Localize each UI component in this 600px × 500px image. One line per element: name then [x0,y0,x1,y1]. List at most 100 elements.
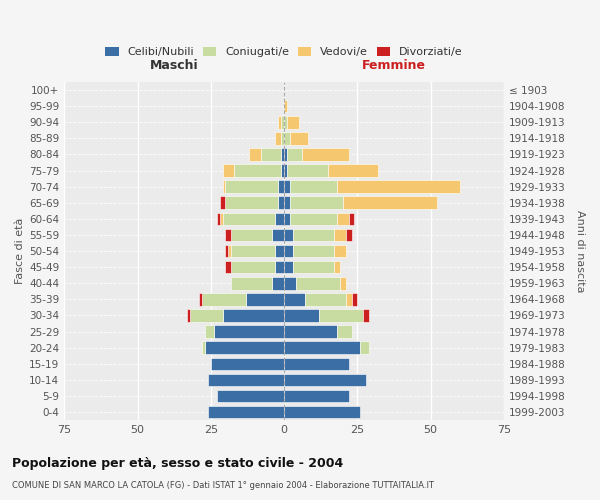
Bar [232,245,275,258]
Bar [290,212,337,225]
Bar [281,164,284,177]
Bar [223,212,275,225]
Bar [226,180,278,193]
Bar [220,196,226,209]
Bar [287,116,299,128]
Bar [284,293,305,306]
Bar [226,196,278,209]
Bar [343,196,437,209]
Bar [232,228,272,241]
Bar [211,358,284,370]
Bar [199,293,202,306]
Bar [287,164,328,177]
Y-axis label: Fasce di età: Fasce di età [15,218,25,284]
Bar [337,180,460,193]
Bar [284,228,293,241]
Bar [205,326,214,338]
Bar [284,100,287,112]
Bar [287,148,302,160]
Bar [217,390,284,402]
Bar [275,132,281,144]
Bar [284,390,349,402]
Bar [190,309,223,322]
Bar [278,196,284,209]
Bar [223,180,226,193]
Bar [290,180,337,193]
Bar [232,277,272,289]
Bar [208,406,284,418]
Bar [278,180,284,193]
Bar [337,212,349,225]
Text: Maschi: Maschi [150,60,199,72]
Bar [296,277,340,289]
Bar [272,277,284,289]
Bar [202,293,246,306]
Bar [284,277,296,289]
Bar [346,293,352,306]
Bar [293,228,334,241]
Bar [290,132,308,144]
Bar [290,196,343,209]
Bar [284,374,366,386]
Bar [284,261,293,274]
Bar [223,164,234,177]
Bar [284,132,290,144]
Bar [284,309,319,322]
Bar [302,148,349,160]
Bar [284,358,349,370]
Bar [205,342,284,354]
Bar [284,196,290,209]
Bar [275,245,284,258]
Bar [217,212,220,225]
Bar [229,245,232,258]
Bar [275,212,284,225]
Bar [284,406,361,418]
Y-axis label: Anni di nascita: Anni di nascita [575,210,585,292]
Bar [214,326,284,338]
Bar [284,326,337,338]
Bar [226,245,229,258]
Legend: Celibi/Nubili, Coniugati/e, Vedovi/e, Divorziati/e: Celibi/Nubili, Coniugati/e, Vedovi/e, Di… [102,44,466,60]
Bar [202,342,205,354]
Bar [363,309,369,322]
Bar [208,374,284,386]
Bar [284,148,287,160]
Bar [260,148,281,160]
Bar [337,326,352,338]
Bar [232,261,275,274]
Bar [278,116,281,128]
Text: COMUNE DI SAN MARCO LA CATOLA (FG) - Dati ISTAT 1° gennaio 2004 - Elaborazione T: COMUNE DI SAN MARCO LA CATOLA (FG) - Dat… [12,480,434,490]
Bar [187,309,190,322]
Bar [349,212,355,225]
Bar [284,212,290,225]
Bar [319,309,363,322]
Bar [352,293,358,306]
Bar [272,228,284,241]
Bar [234,164,281,177]
Bar [281,132,284,144]
Bar [361,342,369,354]
Bar [346,228,352,241]
Bar [340,277,346,289]
Bar [293,261,334,274]
Bar [334,228,346,241]
Bar [281,148,284,160]
Bar [249,148,260,160]
Bar [226,228,232,241]
Bar [281,116,284,128]
Bar [284,342,361,354]
Text: Femmine: Femmine [362,60,426,72]
Bar [226,261,232,274]
Bar [220,212,223,225]
Bar [328,164,378,177]
Text: Popolazione per età, sesso e stato civile - 2004: Popolazione per età, sesso e stato civil… [12,458,343,470]
Bar [275,261,284,274]
Bar [284,180,290,193]
Bar [305,293,346,306]
Bar [223,309,284,322]
Bar [284,116,287,128]
Bar [284,164,287,177]
Bar [334,245,346,258]
Bar [293,245,334,258]
Bar [246,293,284,306]
